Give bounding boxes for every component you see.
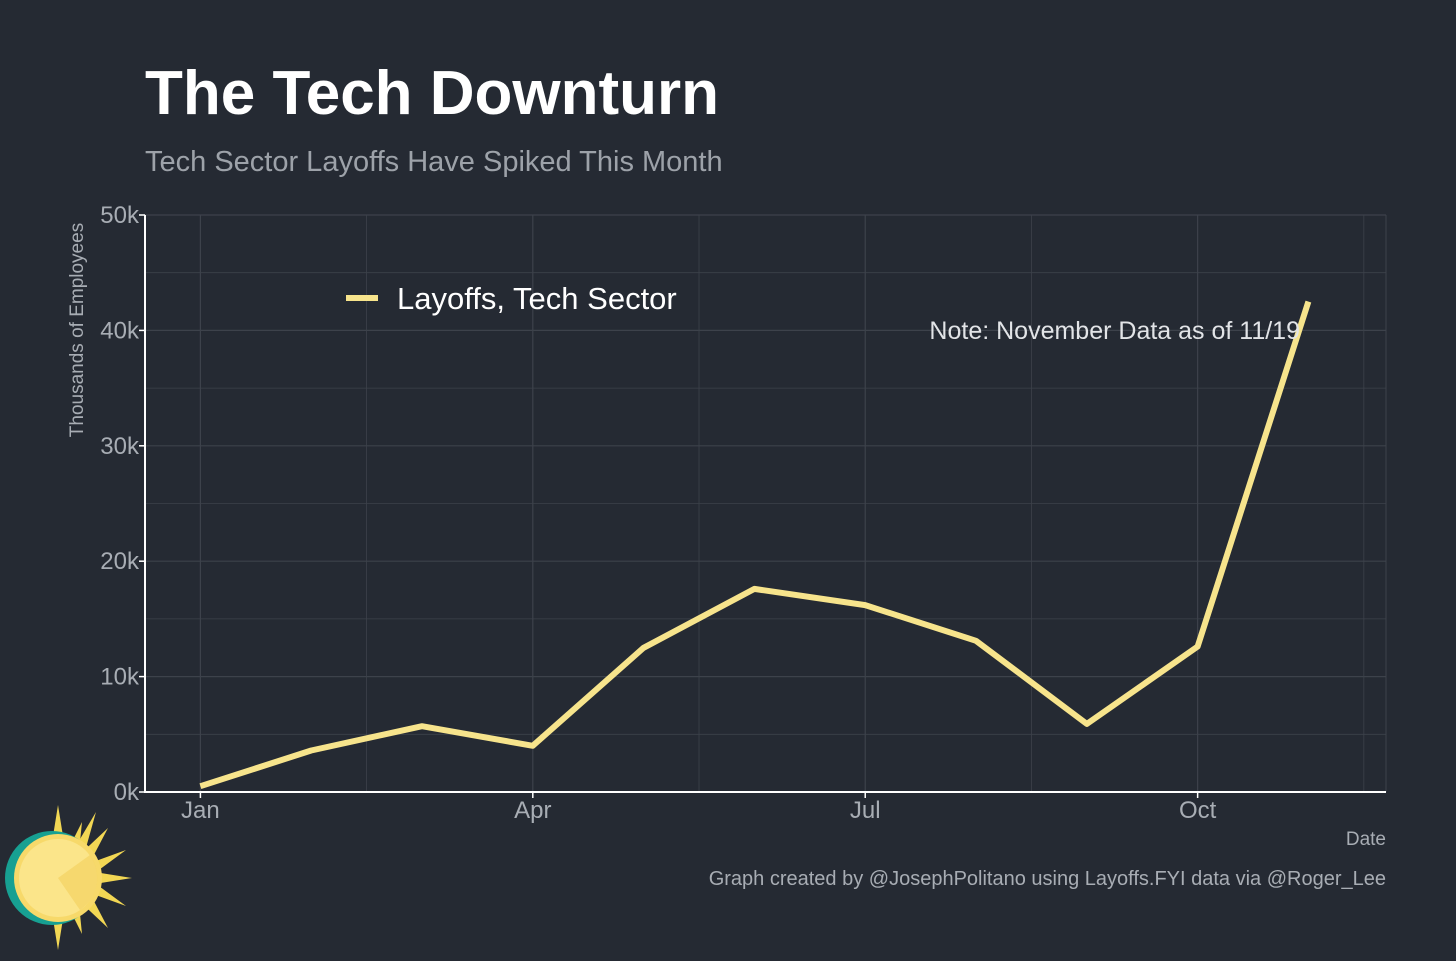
y-tick-label: 50k	[100, 202, 140, 229]
x-tick-label: Jan	[181, 797, 220, 824]
y-tick-label: 10k	[100, 664, 140, 691]
x-axis-title: Date	[1346, 829, 1386, 850]
sun-icon	[5, 805, 132, 950]
legend-label: Layoffs, Tech Sector	[397, 281, 677, 316]
chart-subtitle: Tech Sector Layoffs Have Spiked This Mon…	[145, 146, 723, 178]
y-tick-label: 30k	[100, 433, 140, 460]
chart-title: The Tech Downturn	[145, 59, 720, 128]
y-axis-title: Thousands of Employees	[67, 223, 88, 437]
y-tick-label: 20k	[100, 548, 140, 575]
chart-grid	[145, 214, 1387, 792]
x-tick-label: Jul	[850, 797, 881, 824]
x-tick-label: Oct	[1179, 797, 1217, 824]
source-caption: Graph created by @JosephPolitano using L…	[708, 868, 1386, 890]
chart-series	[199, 300, 1312, 790]
y-tick-label: 40k	[100, 317, 140, 344]
legend: Layoffs, Tech Sector	[346, 281, 677, 316]
annotation-note: Note: November Data as of 11/19	[929, 317, 1300, 345]
y-tick-label: 0k	[114, 779, 140, 806]
x-tick-label: Apr	[514, 797, 551, 824]
chart-labels: 0k 10k 20k 30k 40k 50k Jan Apr Jul Oct	[100, 202, 1216, 824]
chart-axes	[139, 214, 1386, 798]
